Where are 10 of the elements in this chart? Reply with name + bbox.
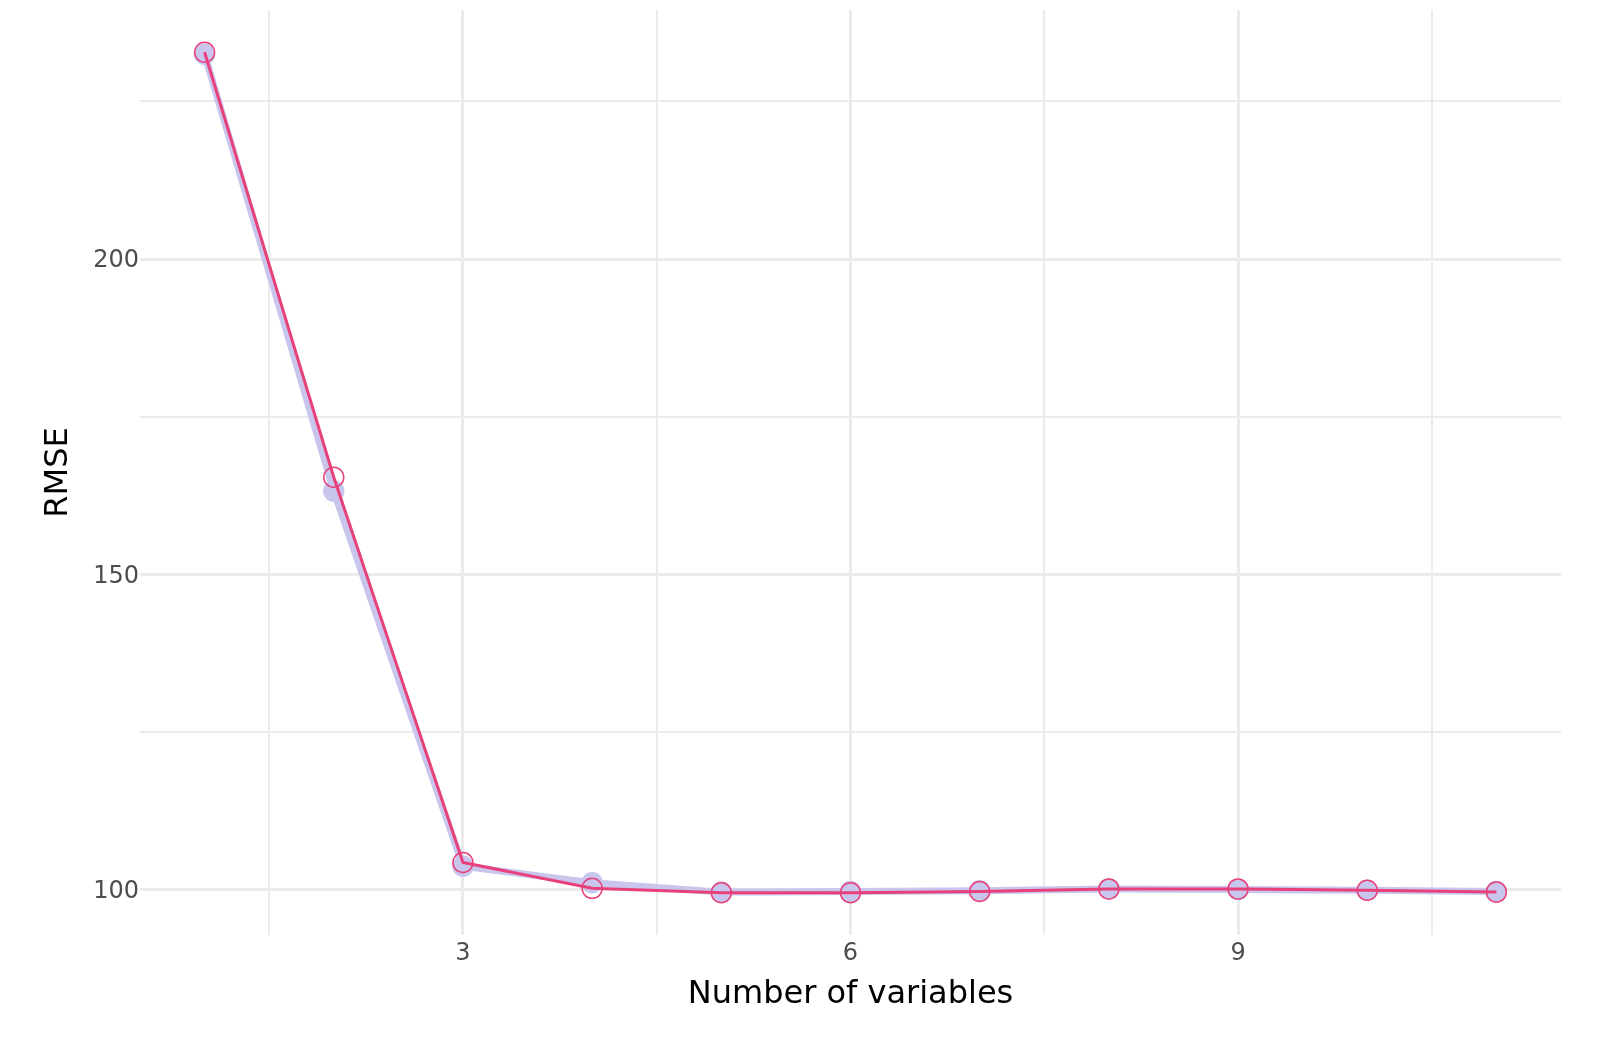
y-tick-label: 100 <box>93 876 139 904</box>
x-tick-label: 6 <box>842 938 859 966</box>
point <box>581 877 603 900</box>
x-tick-label: 9 <box>1230 938 1246 966</box>
y-axis-title: RMSE <box>37 427 76 518</box>
y-tick-label: 200 <box>93 245 139 274</box>
x-axis-title: Number of variables <box>687 972 1014 1011</box>
y-tick-label: 150 <box>93 560 139 589</box>
point <box>323 466 345 488</box>
x-tick-label: 3 <box>455 938 471 966</box>
